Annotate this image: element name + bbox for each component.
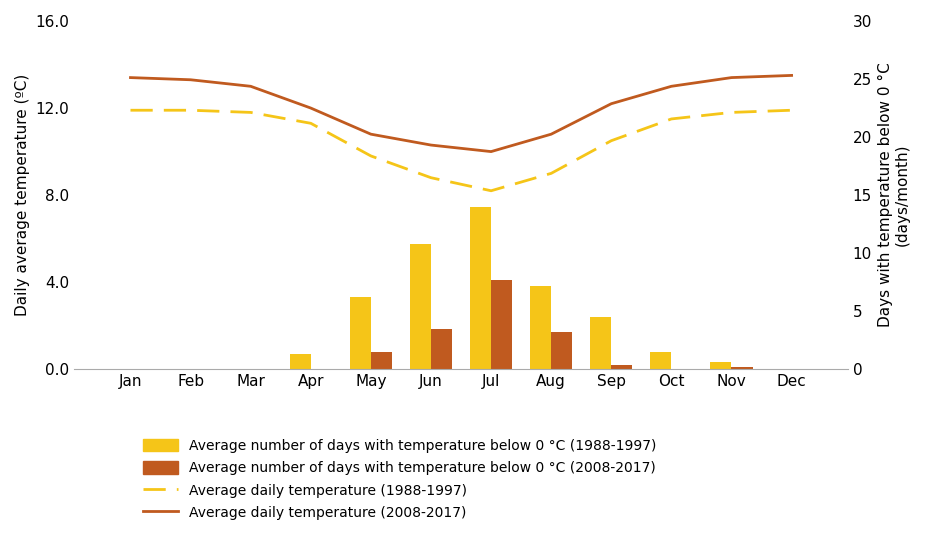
Bar (491, 280, 512, 369)
Bar (350, 297, 371, 369)
Bar (611, 364, 633, 369)
Bar (710, 362, 732, 369)
Bar (371, 352, 392, 369)
Y-axis label: Days with temperature below 0 °C
(days/month): Days with temperature below 0 °C (days/m… (878, 63, 910, 327)
Bar (290, 354, 311, 369)
Bar (732, 368, 753, 369)
Bar (530, 286, 551, 369)
Bar (431, 329, 452, 369)
Bar (470, 207, 491, 369)
Bar (410, 244, 431, 369)
Legend: Average number of days with temperature below 0 °C (1988-1997), Average number o: Average number of days with temperature … (143, 439, 657, 520)
Bar (650, 352, 672, 369)
Bar (551, 332, 573, 369)
Y-axis label: Daily average temperature (ºC): Daily average temperature (ºC) (15, 74, 30, 316)
Bar (590, 317, 611, 369)
